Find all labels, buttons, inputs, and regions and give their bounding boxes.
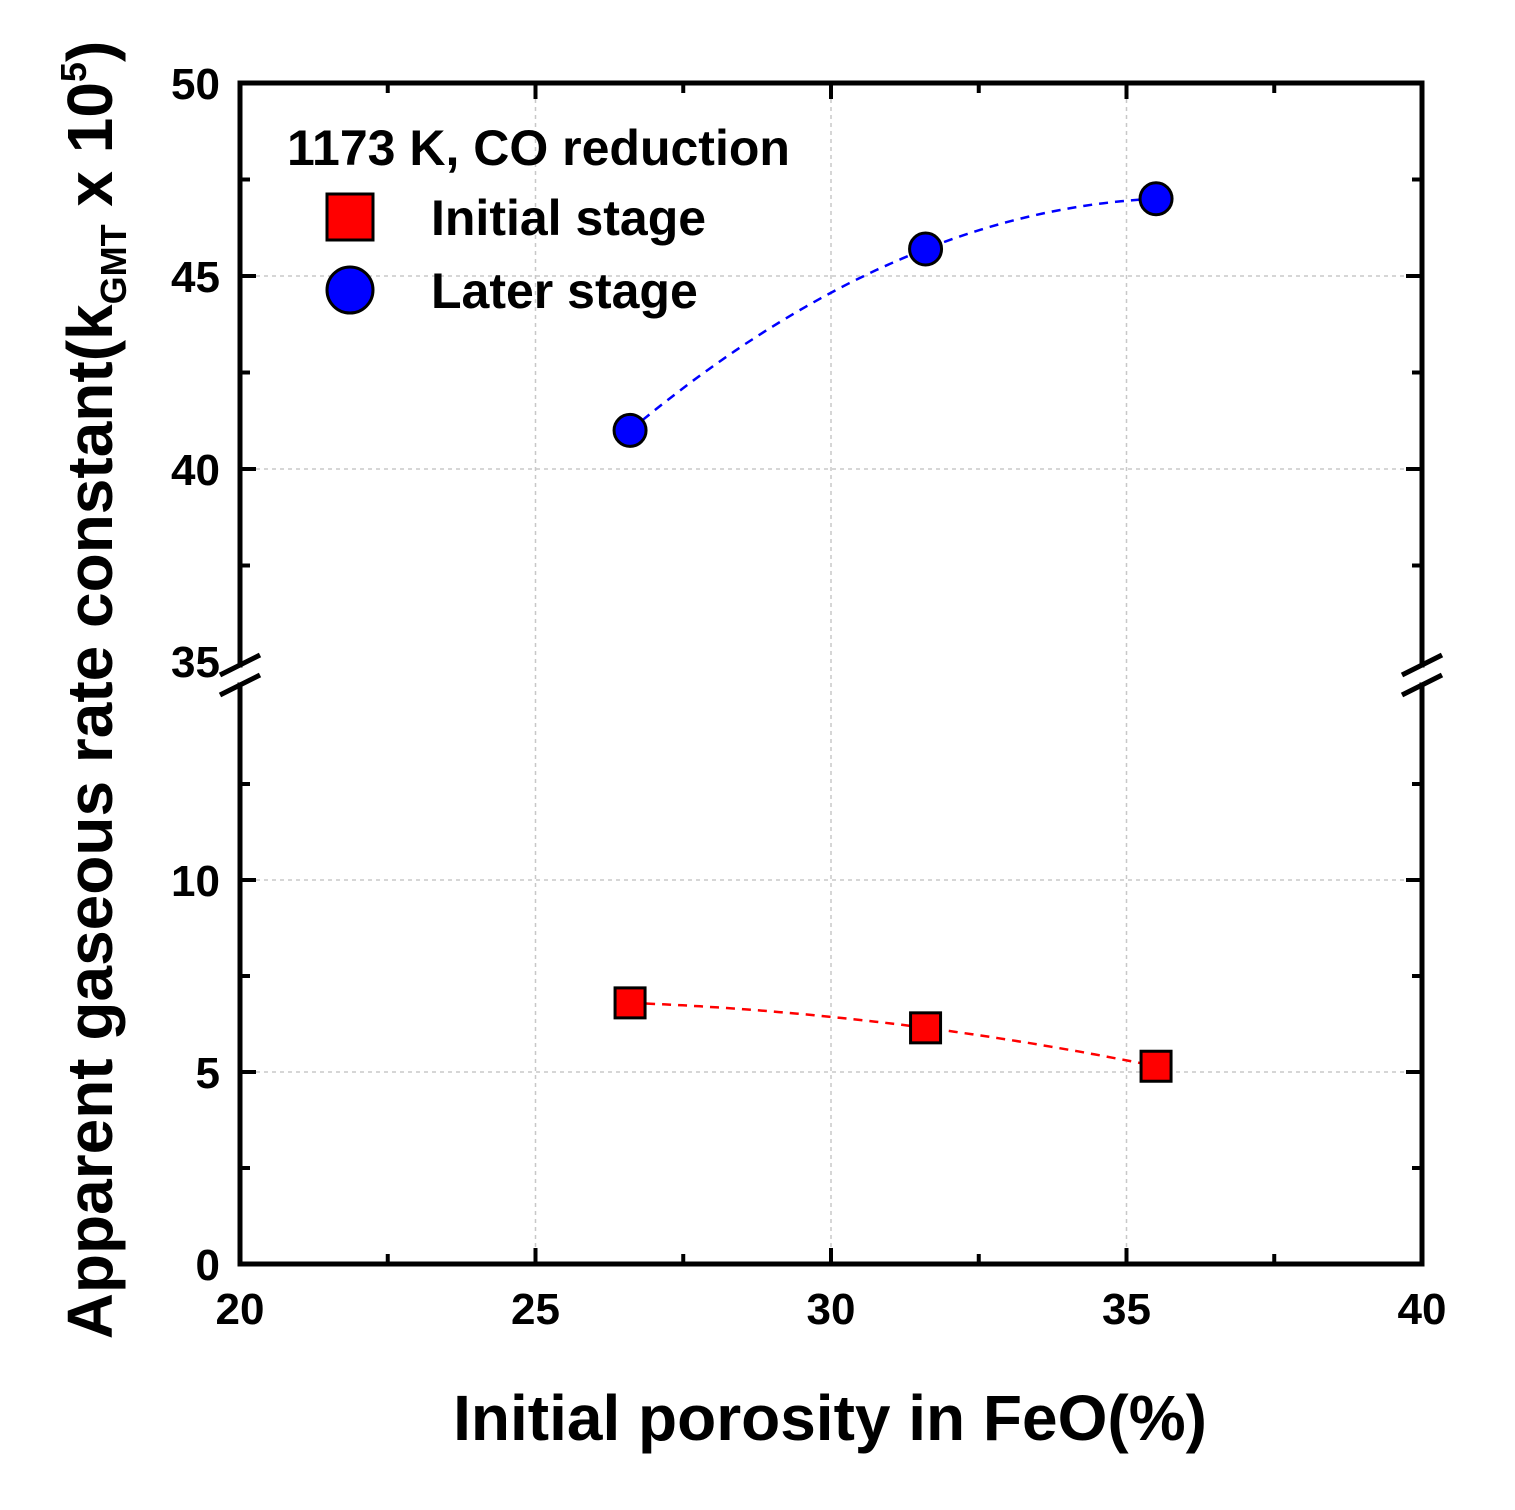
fit-line-later <box>629 197 1157 432</box>
fit-lines <box>629 197 1157 1068</box>
x-tick-label: 35 <box>1102 1285 1151 1334</box>
y-tick-label: 5 <box>196 1049 220 1098</box>
annotation-label: 1173 K, CO reduction <box>287 120 790 176</box>
marker-later-stage <box>908 231 944 267</box>
fit-line-initial <box>630 1001 1157 1068</box>
break-mark-right <box>1400 652 1444 678</box>
break-mark-left <box>218 652 262 678</box>
y-axis-title-end: ) <box>54 41 126 62</box>
y-tick-label: 35 <box>171 638 220 687</box>
y-tick-label: 45 <box>171 253 220 302</box>
y-tick-label: 50 <box>171 60 220 109</box>
x-tick-label: 25 <box>511 1285 560 1334</box>
y-axis-title-middle: x 10 <box>54 82 126 224</box>
marker-later-stage <box>1138 181 1174 217</box>
tick-labels: 20 25 30 35 40 0 5 10 35 40 45 50 <box>171 60 1446 1334</box>
marker-initial-stage <box>613 986 647 1020</box>
legend-marker-initial <box>325 192 375 242</box>
axis-break-marks <box>218 652 1444 698</box>
legend-label-initial: Initial stage <box>431 190 706 246</box>
legend-marker-later <box>325 265 375 315</box>
x-tick-label: 20 <box>216 1285 265 1334</box>
data-markers <box>612 181 1174 1083</box>
marker-later-stage <box>612 412 648 448</box>
y-axis-title-superscript: 5 <box>53 62 94 82</box>
grid-lines <box>240 83 1422 1264</box>
y-axis-title-main: Apparent gaseous rate constant(k <box>54 304 126 1339</box>
legend-label-later: Later stage <box>431 263 698 319</box>
y-axis-title-subscript: GMT <box>93 224 134 304</box>
x-axis-title: Initial porosity in FeO(%) <box>453 1382 1207 1454</box>
marker-initial-stage <box>1139 1049 1173 1083</box>
y-tick-label: 0 <box>196 1241 220 1290</box>
y-tick-label: 10 <box>171 857 220 906</box>
break-mark-right <box>1400 672 1444 698</box>
axis-ticks <box>238 81 1424 1266</box>
legend: Initial stage Later stage <box>325 190 706 319</box>
y-axis-title: Apparent gaseous rate constant(kGMT x 10… <box>53 41 134 1340</box>
break-mark-left <box>218 672 262 698</box>
y-tick-label: 40 <box>171 446 220 495</box>
x-tick-label: 30 <box>807 1285 856 1334</box>
marker-initial-stage <box>909 1011 943 1045</box>
x-tick-label: 40 <box>1398 1285 1447 1334</box>
